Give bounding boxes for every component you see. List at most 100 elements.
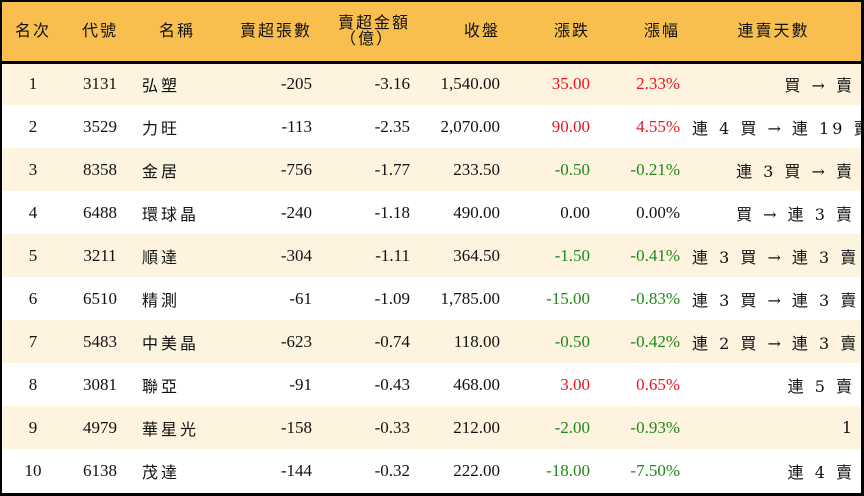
cell-name: 中美晶 — [142, 333, 200, 353]
cell-change-pct: -0.42% — [630, 331, 680, 351]
cell-net-sell-lots: -158 — [280, 417, 312, 437]
cell-change: -2.00 — [554, 417, 590, 437]
cell-rank: 8 — [28, 374, 38, 394]
cell-rank: 4 — [28, 202, 38, 222]
header-rank: 名次 — [2, 2, 64, 64]
header-name: 名稱 — [136, 2, 218, 64]
cell-change: -0.50 — [554, 331, 590, 351]
cell-rank: 1 — [28, 74, 38, 94]
cell-change: 3.00 — [560, 374, 590, 394]
cell-close: 233.50 — [453, 159, 500, 179]
cell-change-pct: -0.21% — [630, 159, 680, 179]
table-header-row: 名次 代號 名稱 賣超張數 賣超金額 （億） 收盤 漲跌 漲幅 連賣天數 — [2, 2, 861, 64]
cell-code: 4979 — [83, 417, 117, 437]
cell-code: 3529 — [83, 116, 117, 136]
cell-code: 5483 — [83, 331, 117, 351]
table-row: 2 3529 力旺 -113 -2.35 2,070.00 90.00 4.55… — [2, 105, 864, 148]
cell-net-sell-amount: -1.18 — [374, 202, 410, 222]
cell-close: 364.50 — [453, 245, 500, 265]
header-net-sell-amount: 賣超金額 （億） — [318, 2, 416, 64]
header-net-sell-amount-label: 賣超金額 — [337, 13, 410, 33]
header-change-pct: 漲幅 — [596, 2, 686, 64]
cell-rank: 6 — [28, 288, 38, 308]
cell-net-sell-amount: -2.35 — [374, 116, 410, 136]
cell-name: 金居 — [142, 161, 181, 181]
cell-net-sell-lots: -623 — [280, 331, 312, 351]
cell-code: 3081 — [83, 374, 117, 394]
cell-net-sell-lots: -113 — [281, 116, 312, 136]
header-net-sell-lots: 賣超張數 — [218, 2, 318, 64]
cell-net-sell-lots: -205 — [280, 74, 312, 94]
table-row: 5 3211 順達 -304 -1.11 364.50 -1.50 -0.41%… — [2, 234, 861, 277]
cell-net-sell-amount: -0.32 — [374, 460, 410, 480]
cell-close: 1,540.00 — [440, 74, 501, 94]
cell-rank: 5 — [28, 245, 38, 265]
cell-net-sell-lots: -304 — [280, 245, 312, 265]
table-row: 6 6510 精測 -61 -1.09 1,785.00 -15.00 -0.8… — [2, 277, 861, 320]
cell-close: 118.00 — [453, 331, 500, 351]
cell-code: 6138 — [83, 460, 117, 480]
cell-name: 精測 — [142, 290, 181, 310]
cell-rank: 2 — [28, 116, 38, 136]
cell-consecutive-days: 連 3 買 → 連 3 賣 — [692, 247, 860, 267]
cell-consecutive-days: 連 4 買 → 連 19 賣 — [692, 118, 864, 138]
table-row: 10 6138 茂達 -144 -0.32 222.00 -18.00 -7.5… — [2, 449, 861, 492]
cell-net-sell-amount: -3.16 — [374, 74, 410, 94]
cell-name: 環球晶 — [142, 204, 200, 224]
cell-rank: 3 — [28, 159, 38, 179]
cell-consecutive-days: 買 → 連 3 賣 — [736, 204, 855, 224]
cell-net-sell-amount: -0.74 — [374, 331, 410, 351]
cell-net-sell-lots: -756 — [280, 159, 312, 179]
cell-code: 6510 — [83, 288, 117, 308]
cell-code: 8358 — [83, 159, 117, 179]
table-row: 1 3131 弘塑 -205 -3.16 1,540.00 35.00 2.33… — [2, 62, 861, 105]
cell-change-pct: -0.93% — [630, 417, 680, 437]
cell-change: -15.00 — [546, 288, 590, 308]
cell-net-sell-amount: -1.77 — [374, 159, 410, 179]
table-row: 7 5483 中美晶 -623 -0.74 118.00 -0.50 -0.42… — [2, 320, 861, 363]
table-row: 9 4979 華星光 -158 -0.33 212.00 -2.00 -0.93… — [2, 406, 861, 449]
header-change: 漲跌 — [506, 2, 596, 64]
cell-close: 468.00 — [453, 374, 500, 394]
cell-name: 聯亞 — [142, 376, 181, 396]
cell-change-pct: -0.83% — [630, 288, 680, 308]
cell-rank: 7 — [28, 331, 38, 351]
cell-consecutive-days: 1 — [841, 418, 855, 437]
header-code: 代號 — [64, 2, 136, 64]
table-row: 3 8358 金居 -756 -1.77 233.50 -0.50 -0.21%… — [2, 148, 861, 191]
cell-name: 華星光 — [142, 419, 200, 439]
cell-rank: 9 — [28, 417, 38, 437]
cell-close: 212.00 — [453, 417, 500, 437]
cell-change-pct: 2.33% — [636, 74, 680, 94]
cell-net-sell-lots: -240 — [280, 202, 312, 222]
cell-change-pct: -7.50% — [630, 460, 680, 480]
cell-change: -1.50 — [554, 245, 590, 265]
cell-net-sell-lots: -61 — [289, 288, 312, 308]
cell-consecutive-days: 連 4 賣 — [787, 462, 855, 482]
cell-consecutive-days: 連 5 賣 — [787, 376, 855, 396]
cell-net-sell-amount: -1.11 — [375, 245, 410, 265]
cell-consecutive-days: 買 → 賣 — [784, 76, 855, 96]
header-consecutive-days: 連賣天數 — [686, 2, 861, 64]
cell-net-sell-amount: -1.09 — [374, 288, 410, 308]
cell-consecutive-days: 連 3 買 → 連 3 賣 — [692, 290, 860, 310]
table-row: 4 6488 環球晶 -240 -1.18 490.00 0.00 0.00% … — [2, 191, 861, 234]
table-row: 8 3081 聯亞 -91 -0.43 468.00 3.00 0.65% 連 … — [2, 363, 861, 406]
cell-code: 3211 — [83, 245, 117, 265]
cell-change-pct: 0.65% — [636, 374, 680, 394]
cell-change: 90.00 — [551, 116, 590, 136]
cell-change-pct: 4.55% — [636, 116, 680, 136]
cell-change: -18.00 — [546, 460, 590, 480]
cell-close: 490.00 — [453, 202, 500, 222]
cell-change-pct: 0.00% — [636, 202, 680, 222]
cell-name: 力旺 — [142, 118, 181, 138]
cell-net-sell-lots: -144 — [280, 460, 312, 480]
cell-rank: 10 — [24, 460, 42, 480]
cell-net-sell-lots: -91 — [289, 374, 312, 394]
cell-consecutive-days: 連 3 買 → 賣 — [736, 161, 855, 181]
cell-close: 1,785.00 — [440, 288, 501, 308]
cell-name: 弘塑 — [142, 76, 181, 96]
header-net-sell-amount-unit: （億） — [339, 29, 394, 49]
